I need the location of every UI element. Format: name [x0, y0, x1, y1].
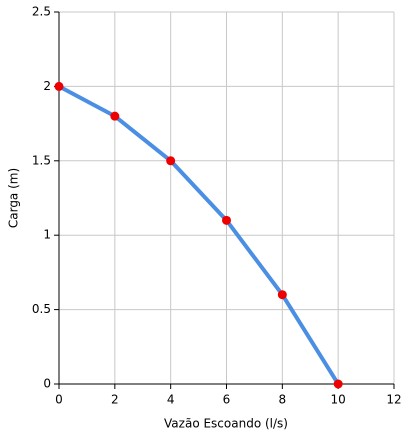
data-point [110, 111, 120, 121]
x-tick-label: 6 [223, 393, 231, 407]
data-point [222, 215, 231, 225]
x-axis-title: Vazão Escoando (l/s) [164, 417, 288, 431]
y-tick-label: 0.5 [32, 302, 51, 316]
x-tick-label: 12 [386, 393, 401, 407]
y-tick-label: 2.5 [32, 5, 51, 19]
x-tick-label: 8 [279, 393, 287, 407]
data-line [57, 84, 341, 386]
x-tick-label: 0 [55, 393, 63, 407]
y-axis-title: Carga (m) [7, 168, 21, 228]
y-tick-label: 1.5 [32, 153, 51, 167]
y-tick-label: 1 [43, 228, 51, 242]
y-tick-label: 2 [43, 79, 51, 93]
data-point [277, 290, 287, 300]
y-tick-label: 0 [43, 377, 51, 391]
data-point [166, 156, 176, 166]
data-point [54, 81, 64, 91]
x-tick-label: 4 [167, 393, 175, 407]
x-tick-label: 10 [331, 393, 346, 407]
x-tick-label: 2 [111, 393, 119, 407]
data-point [333, 379, 343, 389]
